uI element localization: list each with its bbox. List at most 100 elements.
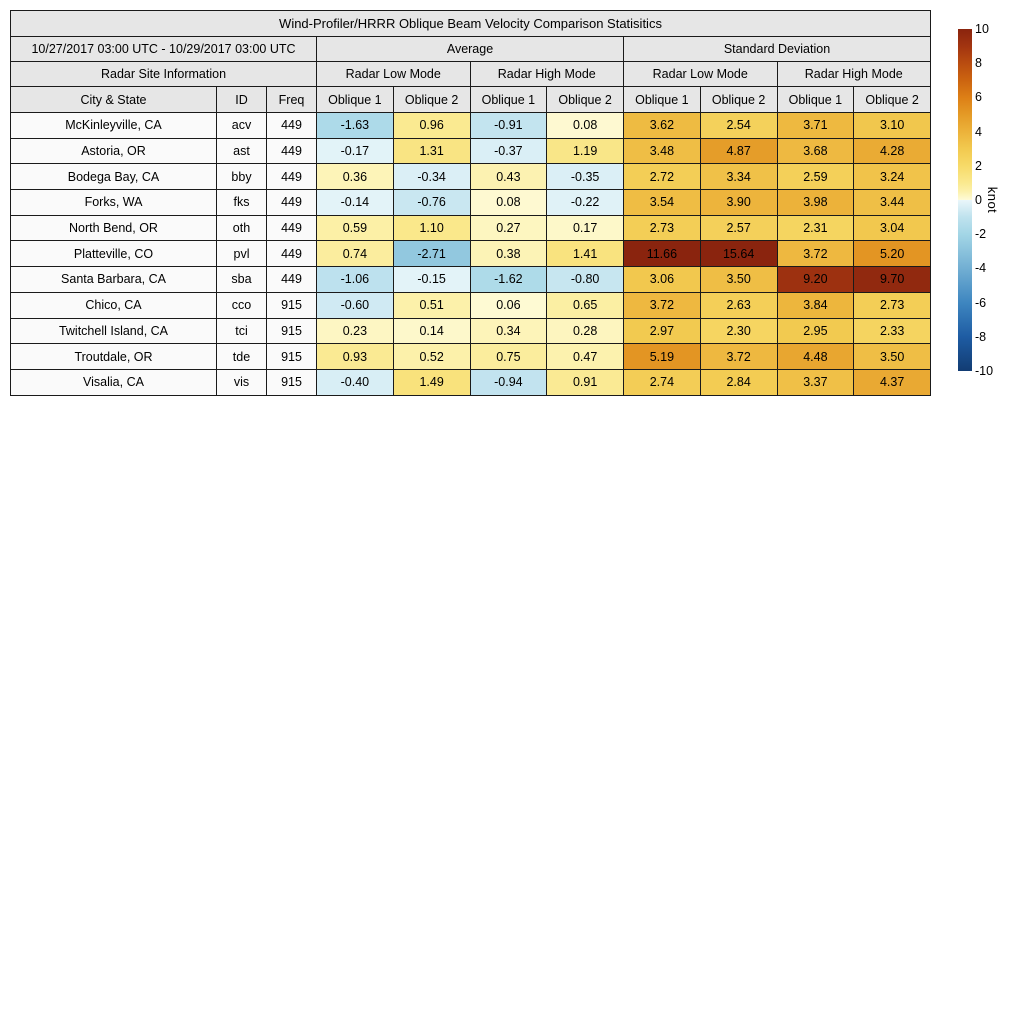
value-cell: -0.17 (316, 137, 394, 165)
column-header-freq: Freq (266, 86, 317, 113)
value-cell: 0.08 (469, 189, 548, 216)
value-cell: -0.94 (469, 368, 548, 396)
freq-cell: 449 (266, 112, 317, 139)
value-cell: 3.90 (699, 189, 778, 216)
colorbar-tick-label: -4 (975, 261, 987, 276)
value-cell: -1.06 (316, 266, 394, 293)
colorbar-tick-label: -8 (975, 329, 987, 344)
value-cell: -0.35 (546, 163, 624, 191)
value-cell: 0.65 (546, 291, 624, 319)
column-header-id: ID (216, 86, 267, 113)
table-row: Astoria, OR ast 449 -0.17 1.31 -0.37 1.19 3.48 4… (10, 137, 931, 165)
table-row: Santa Barbara, CA sba 449 -1.06 -0.15 -1.62 -0… (10, 266, 931, 293)
table-row: McKinleyville, CA acv 449 -1.63 0.96 -0.91 0.0… (10, 112, 931, 139)
value-cell: -1.63 (316, 112, 394, 139)
city-cell: Forks, WA (10, 189, 217, 216)
value-cell: 3.50 (853, 343, 931, 370)
column-header-oblique: Oblique 2 (699, 86, 778, 113)
colorbar (958, 29, 972, 371)
city-cell: Astoria, OR (10, 137, 217, 165)
value-cell: 11.66 (623, 240, 701, 268)
id-cell: fks (216, 189, 267, 216)
value-cell: 2.97 (623, 317, 701, 345)
value-cell: 0.34 (469, 317, 548, 345)
city-cell: Troutdale, OR (10, 343, 217, 370)
column-header-oblique: Oblique 2 (546, 86, 624, 113)
value-cell: 0.06 (469, 291, 548, 319)
value-cell: 0.28 (546, 317, 624, 345)
value-cell: 3.62 (623, 112, 701, 139)
value-cell: 3.71 (776, 112, 855, 139)
value-cell: 0.93 (316, 343, 394, 370)
value-cell: 0.51 (392, 291, 471, 319)
column-header-city: City & State (10, 86, 217, 113)
table-row: Visalia, CA vis 915 -0.40 1.49 -0.94 0.91 2.74 2… (10, 368, 931, 396)
value-cell: -0.15 (392, 266, 471, 293)
value-cell: 9.20 (776, 266, 855, 293)
table-row: Chico, CA cco 915 -0.60 0.51 0.06 0.65 3.72 2.63… (10, 291, 931, 319)
value-cell: -0.76 (392, 189, 471, 216)
value-cell: 3.34 (699, 163, 778, 191)
value-cell: 3.72 (623, 291, 701, 319)
colorbar-tick-label: -2 (975, 226, 987, 241)
table-row: North Bend, OR oth 449 0.59 1.10 0.27 0.17 2.73… (10, 214, 931, 242)
value-cell: -0.60 (316, 291, 394, 319)
id-cell: tde (216, 343, 267, 370)
value-cell: 2.33 (853, 317, 931, 345)
value-cell: 0.27 (469, 214, 548, 242)
value-cell: 2.54 (699, 112, 778, 139)
column-header-oblique: Oblique 1 (776, 86, 855, 113)
colorbar-tick-label: -10 (975, 363, 994, 378)
value-cell: 5.20 (853, 240, 931, 268)
freq-cell: 915 (266, 317, 317, 345)
value-cell: 4.48 (776, 343, 855, 370)
value-cell: 0.36 (316, 163, 394, 191)
value-cell: -0.34 (392, 163, 471, 191)
value-cell: 3.50 (699, 266, 778, 293)
value-cell: 0.17 (546, 214, 624, 242)
id-cell: bby (216, 163, 267, 191)
table-title: Wind-Profiler/HRRR Oblique Beam Velocity… (10, 10, 931, 37)
value-cell: 0.75 (469, 343, 548, 370)
id-cell: acv (216, 112, 267, 139)
title-row: Wind-Profiler/HRRR Oblique Beam Velocity… (10, 10, 931, 37)
value-cell: 1.19 (546, 137, 624, 165)
value-cell: 2.74 (623, 368, 701, 396)
value-cell: 0.74 (316, 240, 394, 268)
city-cell: Bodega Bay, CA (10, 163, 217, 191)
city-cell: North Bend, OR (10, 214, 217, 242)
value-cell: 2.31 (776, 214, 855, 242)
column-header-row: City & State ID Freq Oblique 1 Oblique 2… (10, 86, 931, 113)
value-cell: 2.72 (623, 163, 701, 191)
column-header-oblique: Oblique 2 (853, 86, 931, 113)
colorbar-tick-labels: 10 8 6 4 2 0 -2 -4 -6 -8 -10 (975, 23, 1015, 377)
value-cell: -0.91 (469, 112, 548, 139)
value-cell: 0.96 (392, 112, 471, 139)
value-cell: -0.40 (316, 368, 394, 396)
group-header-row: 10/27/2017 03:00 UTC - 10/29/2017 03:00 … (10, 36, 931, 62)
table-row: Troutdale, OR tde 915 0.93 0.52 0.75 0.47 5.19 3… (10, 343, 931, 370)
city-cell: Chico, CA (10, 291, 217, 319)
value-cell: -0.37 (469, 137, 548, 165)
id-cell: tci (216, 317, 267, 345)
colorbar-tick-label: 8 (975, 55, 982, 70)
id-cell: sba (216, 266, 267, 293)
colorbar-tick-label: 0 (975, 192, 982, 207)
column-header-oblique: Oblique 1 (623, 86, 701, 113)
freq-cell: 915 (266, 343, 317, 370)
freq-cell: 449 (266, 189, 317, 216)
value-cell: 3.54 (623, 189, 701, 216)
mode-header-row: Radar Site Information Radar Low Mode Ra… (10, 61, 931, 87)
value-cell: 3.04 (853, 214, 931, 242)
freq-cell: 915 (266, 291, 317, 319)
column-header-oblique: Oblique 1 (469, 86, 548, 113)
freq-cell: 449 (266, 137, 317, 165)
value-cell: 2.57 (699, 214, 778, 242)
value-cell: -0.14 (316, 189, 394, 216)
value-cell: 1.41 (546, 240, 624, 268)
value-cell: 0.47 (546, 343, 624, 370)
freq-cell: 449 (266, 266, 317, 293)
mode-header-avg-low: Radar Low Mode (316, 61, 471, 87)
id-cell: vis (216, 368, 267, 396)
